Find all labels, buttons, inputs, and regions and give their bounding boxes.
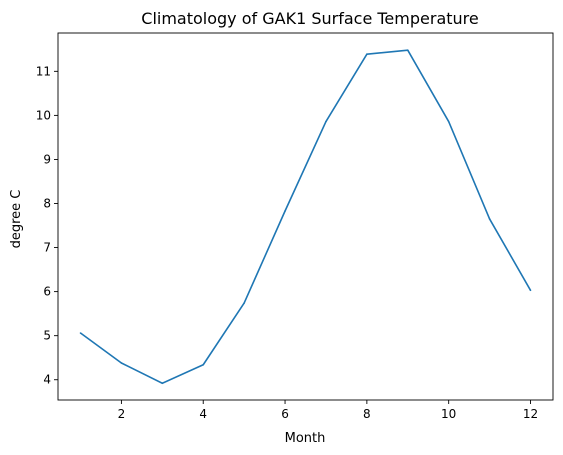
data-point-10 bbox=[447, 120, 450, 123]
data-point-9 bbox=[406, 49, 409, 51]
chart-title: Climatology of GAK1 Surface Temperature bbox=[141, 9, 478, 28]
data-point-3 bbox=[161, 382, 164, 385]
y-axis-label: degree C bbox=[9, 190, 24, 249]
x-tick-label-4: 4 bbox=[199, 407, 207, 421]
y-tick-label-11: 11 bbox=[36, 64, 51, 78]
data-point-5 bbox=[243, 302, 245, 304]
y-tick-label-9: 9 bbox=[43, 152, 51, 166]
data-point-7 bbox=[325, 120, 327, 123]
y-tick-label-5: 5 bbox=[43, 329, 51, 343]
x-tick-label-10: 10 bbox=[441, 407, 456, 421]
x-tick-label-12: 12 bbox=[523, 407, 538, 421]
data-point-6 bbox=[284, 210, 286, 212]
y-tick-label-7: 7 bbox=[43, 241, 51, 255]
y-tick-label-8: 8 bbox=[43, 197, 51, 211]
axes-frame bbox=[57, 32, 554, 401]
y-tick-label-6: 6 bbox=[43, 285, 51, 299]
data-point-2 bbox=[120, 362, 123, 364]
data-point-8 bbox=[366, 53, 368, 55]
y-tick-label-10: 10 bbox=[36, 108, 51, 122]
x-axis-label: Month bbox=[285, 431, 326, 446]
series-line-0 bbox=[80, 49, 532, 385]
data-point-1 bbox=[79, 332, 82, 334]
x-tick-label-2: 2 bbox=[118, 407, 126, 421]
plot-area: 2 4 6 8 10 12 4 5 6 7 8 9 10 11 bbox=[36, 32, 554, 421]
x-tick-label-8: 8 bbox=[363, 407, 371, 421]
y-tick-label-4: 4 bbox=[43, 373, 51, 387]
data-point-12 bbox=[529, 289, 532, 292]
x-tick-label-6: 6 bbox=[281, 407, 289, 421]
data-point-11 bbox=[488, 218, 491, 220]
data-point-4 bbox=[202, 363, 205, 366]
